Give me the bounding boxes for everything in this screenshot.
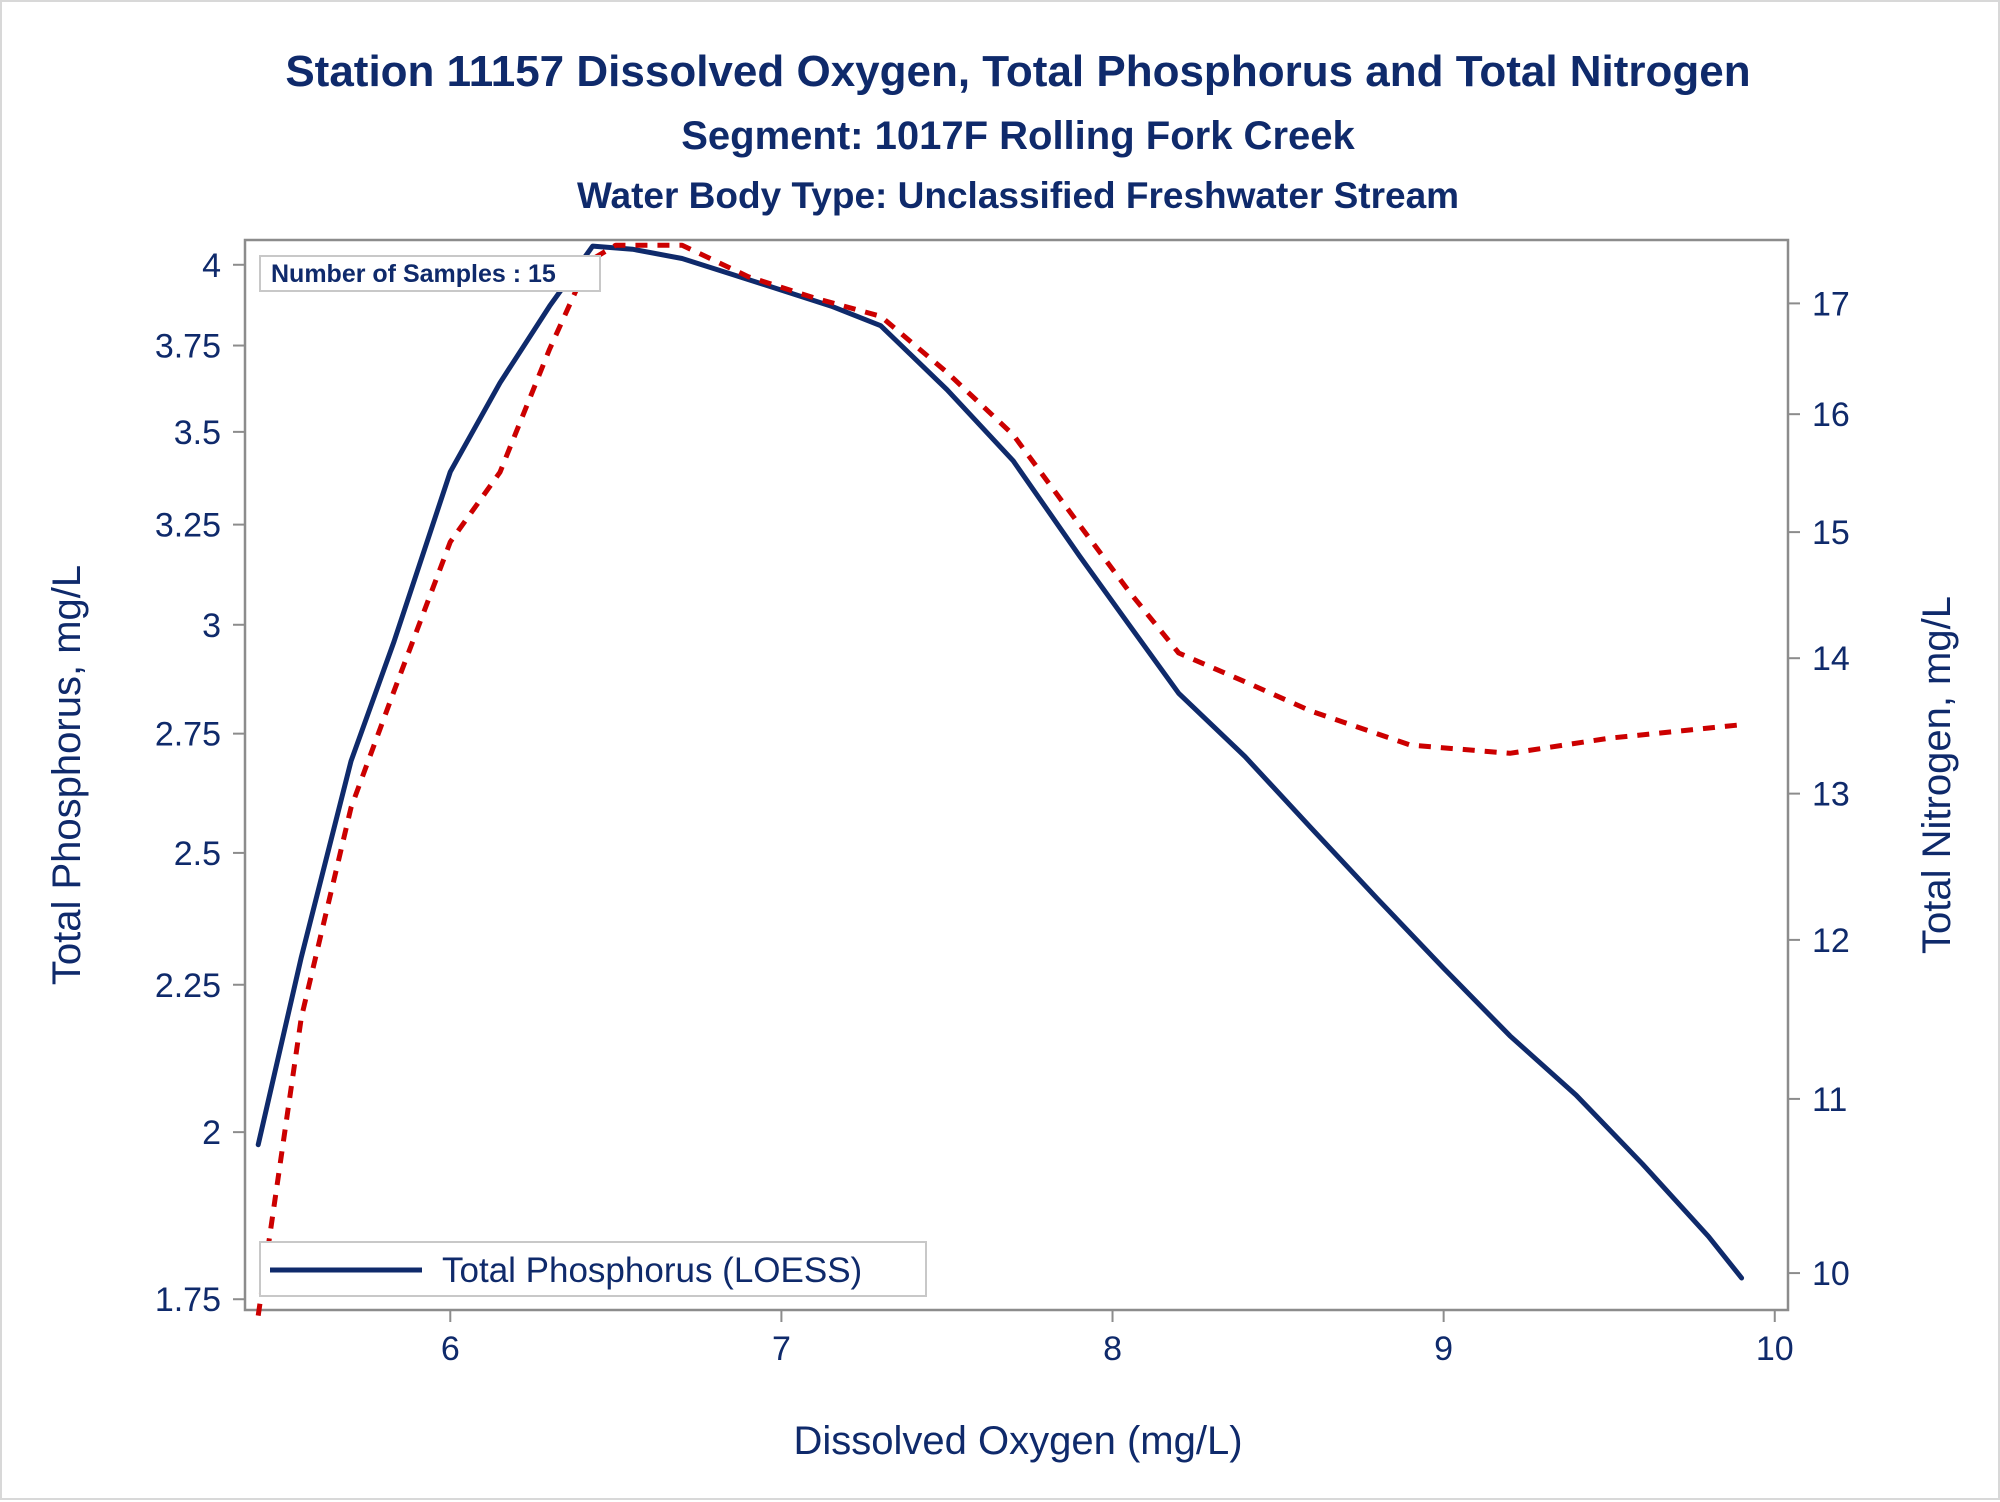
y2-tick-label-12: 12 (1812, 922, 1850, 960)
series-layer (255, 242, 1745, 1316)
y-tick-label-2: 2 (202, 1114, 221, 1152)
x-axis-label: Dissolved Oxygen (mg/L) (793, 1419, 1242, 1463)
x-axis: 6 7 8 9 10 (441, 1310, 1794, 1368)
y-axis-left: 1.75 2 2.25 2.5 2.75 3 3.25 3.5 3.75 4 (155, 247, 245, 1319)
legend-box (259, 1241, 927, 1297)
chart-subtitle: Segment: 1017F Rolling Fork Creek (681, 114, 1355, 158)
chart-subtitle-water-body: Water Body Type: Unclassified Freshwater… (577, 175, 1459, 216)
plot-area-border (243, 238, 1790, 1312)
y2-tick-label-13: 13 (1812, 776, 1850, 814)
y-tick-label-2.75: 2.75 (155, 716, 221, 754)
y2-tick-label-10: 10 (1812, 1255, 1850, 1293)
y2-tick-label-17: 17 (1812, 285, 1850, 323)
x-tick-label-8: 8 (1103, 1330, 1122, 1368)
y-tick-label-3.75: 3.75 (155, 328, 221, 366)
y-tick-label-4: 4 (202, 247, 221, 285)
x-tick-label-10: 10 (1756, 1330, 1794, 1368)
chart-title: Station 11157 Dissolved Oxygen, Total Ph… (285, 47, 1750, 96)
y-tick-label-1.75: 1.75 (155, 1281, 221, 1319)
y-tick-label-2.5: 2.5 (174, 835, 221, 873)
sample-count-label: Number of Samples : 15 (271, 260, 556, 288)
series-line-total-nitrogen (255, 242, 1742, 1316)
y-axis-right: 10 11 12 13 14 15 16 17 (1788, 285, 1850, 1293)
x-tick-label-6: 6 (441, 1330, 460, 1368)
y-tick-label-3: 3 (202, 607, 221, 645)
y-axis-label: Total Phosphorus, mg/L (45, 565, 89, 985)
legend-label-total-phosphorus: Total Phosphorus (LOESS) (442, 1251, 862, 1290)
series-line-total-phosphorus (255, 243, 1745, 1281)
y-tick-label-3.25: 3.25 (155, 507, 221, 545)
y-tick-label-3.5: 3.5 (174, 414, 221, 452)
y2-tick-label-16: 16 (1812, 396, 1850, 434)
x-tick-label-9: 9 (1434, 1330, 1453, 1368)
y2-tick-label-11: 11 (1812, 1081, 1847, 1119)
y2-axis-label: Total Nitrogen, mg/L (1915, 596, 1959, 954)
y-tick-label-2.25: 2.25 (155, 967, 221, 1005)
y2-tick-label-14: 14 (1812, 640, 1850, 678)
x-tick-label-7: 7 (772, 1330, 791, 1368)
legend: Total Phosphorus (LOESS) (259, 1241, 927, 1297)
sample-count-box (259, 255, 601, 292)
y2-tick-label-15: 15 (1812, 514, 1850, 552)
